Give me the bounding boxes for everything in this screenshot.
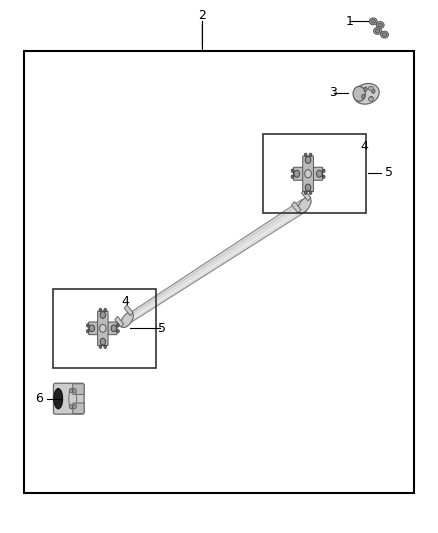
- Ellipse shape: [376, 22, 384, 29]
- Ellipse shape: [305, 169, 311, 178]
- Ellipse shape: [368, 97, 374, 101]
- Ellipse shape: [111, 325, 117, 332]
- Circle shape: [99, 345, 102, 349]
- Circle shape: [99, 308, 102, 312]
- FancyBboxPatch shape: [73, 403, 84, 414]
- Ellipse shape: [374, 28, 381, 35]
- Text: 4: 4: [122, 295, 130, 308]
- Ellipse shape: [317, 171, 322, 177]
- FancyBboxPatch shape: [53, 383, 84, 414]
- Circle shape: [117, 329, 120, 333]
- Circle shape: [291, 175, 294, 179]
- Ellipse shape: [378, 23, 382, 27]
- Text: 6: 6: [35, 392, 43, 405]
- Polygon shape: [124, 305, 133, 316]
- Circle shape: [73, 405, 76, 409]
- Ellipse shape: [294, 171, 300, 177]
- Text: 1: 1: [346, 15, 354, 28]
- FancyBboxPatch shape: [293, 167, 323, 180]
- Bar: [263, 134, 366, 213]
- Circle shape: [304, 153, 307, 157]
- Circle shape: [291, 169, 294, 173]
- Polygon shape: [301, 190, 311, 201]
- Ellipse shape: [99, 325, 106, 332]
- Ellipse shape: [353, 86, 365, 101]
- Circle shape: [104, 345, 107, 349]
- Ellipse shape: [354, 84, 379, 104]
- FancyBboxPatch shape: [98, 311, 108, 345]
- Ellipse shape: [369, 18, 377, 25]
- Ellipse shape: [100, 338, 106, 345]
- Ellipse shape: [100, 312, 106, 318]
- Circle shape: [309, 191, 312, 195]
- Circle shape: [86, 324, 89, 327]
- Circle shape: [309, 153, 312, 157]
- Text: 4: 4: [360, 140, 368, 152]
- Circle shape: [322, 175, 325, 179]
- FancyBboxPatch shape: [303, 156, 314, 191]
- Ellipse shape: [382, 33, 387, 36]
- Ellipse shape: [54, 389, 63, 409]
- Polygon shape: [292, 201, 301, 213]
- Text: 5: 5: [385, 166, 393, 179]
- Ellipse shape: [371, 19, 375, 23]
- Circle shape: [304, 191, 307, 195]
- Bar: [24, 51, 414, 493]
- Ellipse shape: [305, 157, 311, 164]
- Ellipse shape: [89, 325, 95, 332]
- Text: 5: 5: [158, 322, 166, 335]
- Circle shape: [371, 89, 375, 93]
- Ellipse shape: [368, 86, 374, 91]
- FancyBboxPatch shape: [73, 384, 84, 394]
- Ellipse shape: [381, 31, 389, 38]
- Ellipse shape: [298, 197, 311, 213]
- Circle shape: [104, 308, 107, 312]
- Ellipse shape: [375, 29, 380, 33]
- Circle shape: [73, 389, 76, 393]
- Ellipse shape: [120, 312, 134, 328]
- Polygon shape: [125, 199, 307, 324]
- Text: 3: 3: [329, 86, 337, 99]
- Circle shape: [86, 329, 89, 333]
- Circle shape: [117, 324, 120, 327]
- Circle shape: [322, 169, 325, 173]
- Polygon shape: [115, 317, 124, 327]
- Ellipse shape: [305, 184, 311, 191]
- Circle shape: [362, 94, 365, 99]
- Circle shape: [69, 405, 73, 409]
- Text: 2: 2: [198, 9, 206, 22]
- Circle shape: [69, 389, 73, 393]
- Bar: [53, 289, 156, 368]
- Circle shape: [369, 96, 373, 101]
- Circle shape: [364, 87, 367, 91]
- FancyBboxPatch shape: [88, 322, 117, 335]
